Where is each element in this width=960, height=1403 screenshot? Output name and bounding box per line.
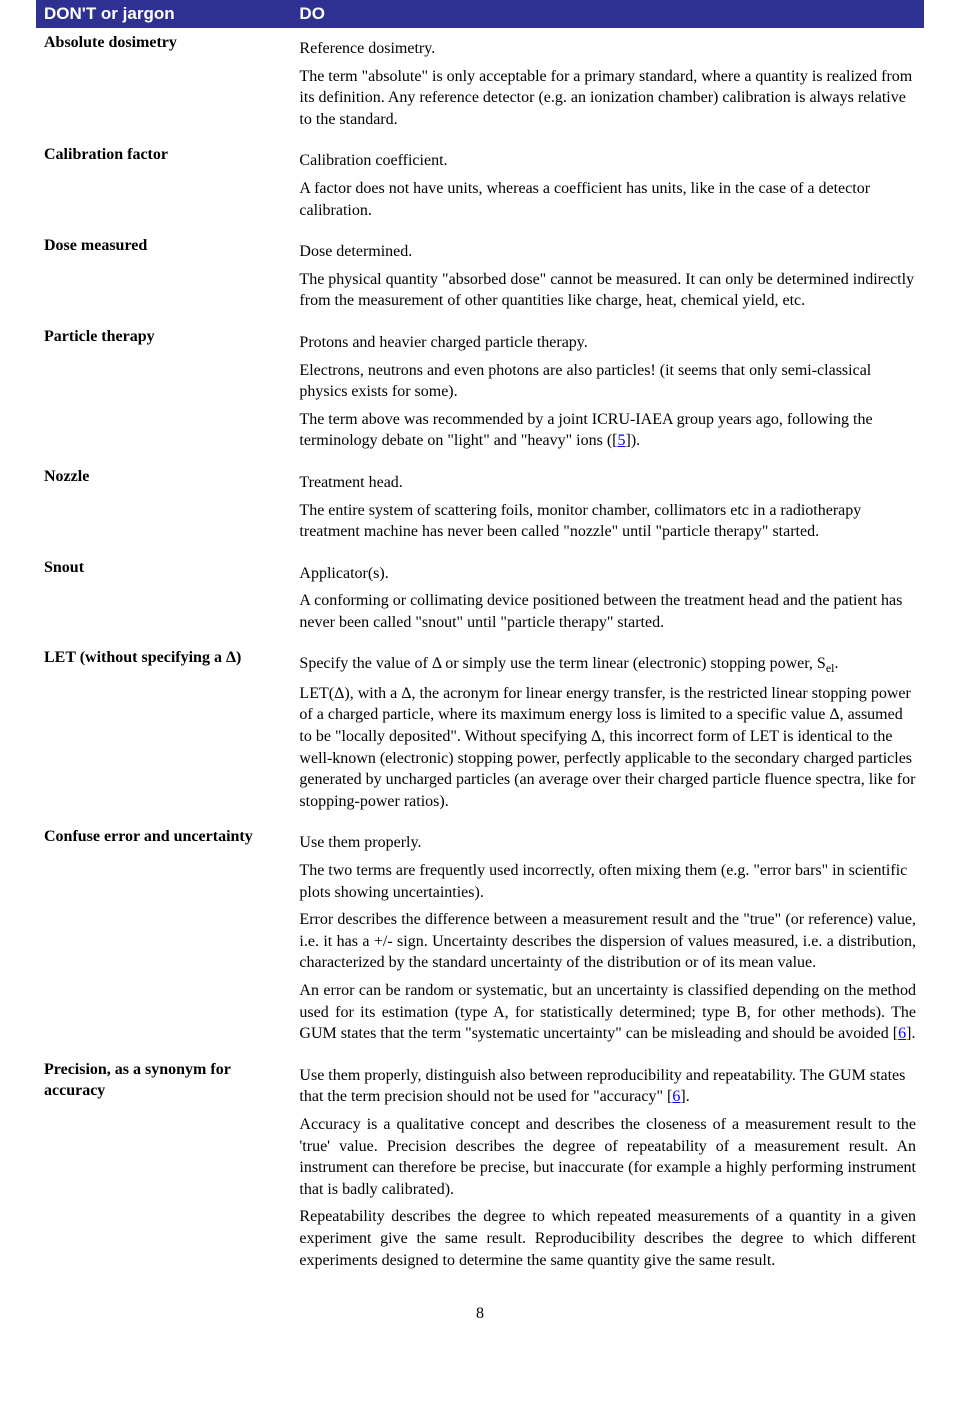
dont-term: Particle therapy bbox=[36, 322, 291, 462]
subscript: el bbox=[826, 662, 835, 676]
do-cell: Reference dosimetry. The term "absolute"… bbox=[291, 28, 924, 140]
do-term: Protons and heavier charged particle the… bbox=[299, 332, 916, 354]
reference-link[interactable]: 6 bbox=[898, 1025, 906, 1042]
dont-term: LET (without specifying a Δ) bbox=[36, 643, 291, 822]
dont-term: Calibration factor bbox=[36, 140, 291, 231]
explanation: A factor does not have units, whereas a … bbox=[299, 178, 916, 221]
explanation: An error can be random or systematic, bu… bbox=[299, 980, 916, 1045]
do-term: Specify the value of Δ or simply use the… bbox=[299, 653, 916, 676]
dont-term: Absolute dosimetry bbox=[36, 28, 291, 140]
do-cell: Calibration coefficient. A factor does n… bbox=[291, 140, 924, 231]
table-row: Confuse error and uncertainty Use them p… bbox=[36, 822, 924, 1054]
explanation: The term above was recommended by a join… bbox=[299, 409, 916, 452]
do-term: Calibration coefficient. bbox=[299, 150, 916, 172]
explanation: LET(Δ), with a Δ, the acronym for linear… bbox=[299, 683, 916, 813]
explanation: The entire system of scattering foils, m… bbox=[299, 500, 916, 543]
explanation: Repeatability describes the degree to wh… bbox=[299, 1206, 916, 1271]
text: ]. bbox=[680, 1088, 689, 1105]
explanation: Accuracy is a qualitative concept and de… bbox=[299, 1114, 916, 1200]
table-header-row: DON'T or jargon DO bbox=[36, 0, 924, 28]
do-cell: Dose determined. The physical quantity "… bbox=[291, 231, 924, 322]
do-cell: Use them properly, distinguish also betw… bbox=[291, 1055, 924, 1281]
terminology-table: DON'T or jargon DO Absolute dosimetry Re… bbox=[36, 0, 924, 1281]
text: ]. bbox=[906, 1025, 915, 1042]
table-row: Dose measured Dose determined. The physi… bbox=[36, 231, 924, 322]
table-row: Snout Applicator(s). A conforming or col… bbox=[36, 553, 924, 644]
table-row: Calibration factor Calibration coefficie… bbox=[36, 140, 924, 231]
text: ]). bbox=[625, 432, 640, 449]
do-cell: Applicator(s). A conforming or collimati… bbox=[291, 553, 924, 644]
table-row: Particle therapy Protons and heavier cha… bbox=[36, 322, 924, 462]
do-term: Applicator(s). bbox=[299, 563, 916, 585]
text: Use them properly, distinguish also betw… bbox=[299, 1067, 905, 1106]
do-cell: Treatment head. The entire system of sca… bbox=[291, 462, 924, 553]
dont-term: Dose measured bbox=[36, 231, 291, 322]
explanation: The physical quantity "absorbed dose" ca… bbox=[299, 269, 916, 312]
table-row: Nozzle Treatment head. The entire system… bbox=[36, 462, 924, 553]
do-term: Reference dosimetry. bbox=[299, 38, 916, 60]
do-term: Use them properly. bbox=[299, 832, 916, 854]
dont-term: Precision, as a synonym for accuracy bbox=[36, 1055, 291, 1281]
text: . bbox=[835, 655, 839, 672]
explanation: The term "absolute" is only acceptable f… bbox=[299, 66, 916, 131]
dont-term: Snout bbox=[36, 553, 291, 644]
table-row: Absolute dosimetry Reference dosimetry. … bbox=[36, 28, 924, 140]
page-number: 8 bbox=[36, 1305, 924, 1323]
text: An error can be random or systematic, bu… bbox=[299, 982, 916, 1042]
do-term: Dose determined. bbox=[299, 241, 916, 263]
explanation: A conforming or collimating device posit… bbox=[299, 590, 916, 633]
text: The term above was recommended by a join… bbox=[299, 411, 872, 450]
explanation: Error describes the difference between a… bbox=[299, 909, 916, 974]
header-do: DO bbox=[291, 0, 924, 28]
do-cell: Use them properly. The two terms are fre… bbox=[291, 822, 924, 1054]
dont-term: Nozzle bbox=[36, 462, 291, 553]
dont-term: Confuse error and uncertainty bbox=[36, 822, 291, 1054]
table-row: Precision, as a synonym for accuracy Use… bbox=[36, 1055, 924, 1281]
explanation: Electrons, neutrons and even photons are… bbox=[299, 360, 916, 403]
page: DON'T or jargon DO Absolute dosimetry Re… bbox=[0, 0, 960, 1343]
table-row: LET (without specifying a Δ) Specify the… bbox=[36, 643, 924, 822]
text: Specify the value of Δ or simply use the… bbox=[299, 655, 825, 672]
explanation: The two terms are frequently used incorr… bbox=[299, 860, 916, 903]
do-cell: Protons and heavier charged particle the… bbox=[291, 322, 924, 462]
do-cell: Specify the value of Δ or simply use the… bbox=[291, 643, 924, 822]
do-term: Use them properly, distinguish also betw… bbox=[299, 1065, 916, 1108]
do-term: Treatment head. bbox=[299, 472, 916, 494]
header-dont: DON'T or jargon bbox=[36, 0, 291, 28]
